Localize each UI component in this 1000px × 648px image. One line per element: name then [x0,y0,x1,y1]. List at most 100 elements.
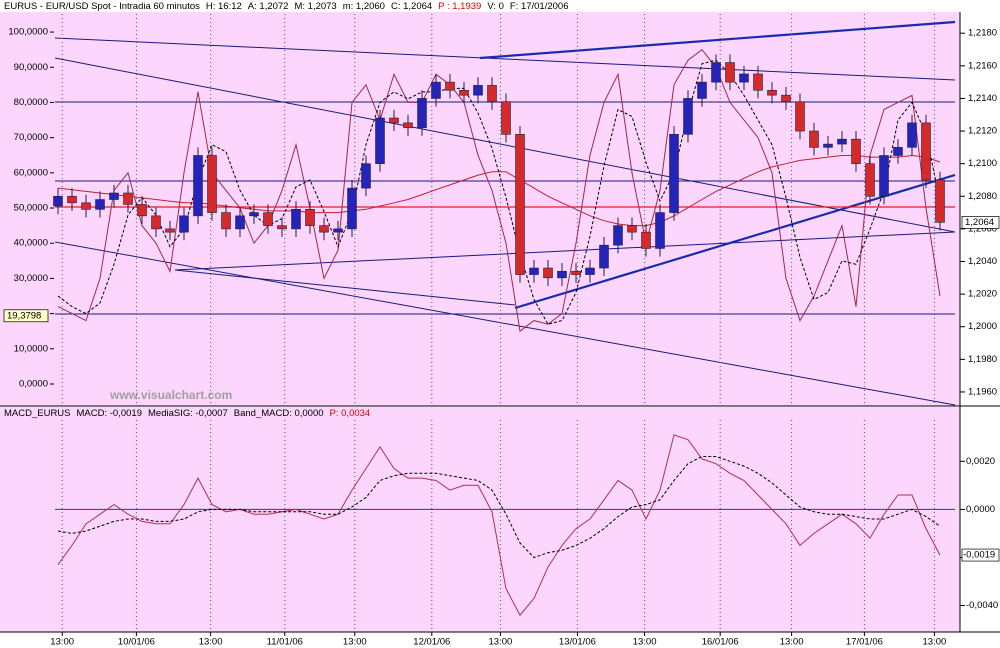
y2-tick-label: 60,0000 [14,167,48,178]
candle-body [655,212,665,249]
y-tick-label: 1,1960 [968,386,997,397]
candle-body [907,122,917,148]
candle-body [711,62,721,83]
candle-body [585,267,595,275]
candle-body [151,215,161,230]
y-tick-label: 1,2060 [968,223,997,234]
y-tick-label: 1,2160 [968,60,997,71]
x-tick-label: 16/01/06 [702,637,739,648]
x-tick-label: 13:00 [633,637,657,648]
y2-tick-label: 40,0000 [14,238,48,249]
trend-line [514,173,956,310]
x-tick-label: 13/01/06 [559,637,596,648]
value-box-label: 19,3798 [7,310,41,321]
candle-body [627,225,637,233]
value-box [961,548,1000,562]
candle-body [375,117,385,164]
value-box [961,216,1000,229]
candle-body [431,81,441,99]
candle-body [193,155,203,217]
trend-line [54,241,956,406]
candle-body [221,212,231,230]
header-stat: C: 1,2064 [391,1,432,12]
price-panel [0,12,960,406]
x-tick-label: 13:00 [489,637,513,648]
panel-header: EURUS - EUR/USD Spot - Intradia 60 minut… [4,1,569,12]
candle-body [935,179,945,223]
candle-body [319,225,329,233]
candle-body [809,130,819,148]
y2-tick-label: 30,0000 [14,273,48,284]
y-tick-label: 1,2120 [968,126,997,137]
trend-line [54,37,956,81]
candle-body [543,267,553,279]
header-stat: Band_MACD: 0,0000 [234,408,324,419]
candle-body [613,225,623,246]
candle-body [529,267,539,275]
candle-body [137,204,147,217]
trend-line [54,57,956,233]
candle-body [781,94,791,102]
header-stat: m: 1,2060 [343,1,385,12]
series-line [57,434,941,617]
candle-body [697,81,707,99]
candle-body [53,195,63,207]
trend-line [174,269,516,306]
y2-tick-label: 50,0000 [14,203,48,214]
header-title: EURUS - EUR/USD Spot - Intradia 60 minut… [4,1,200,12]
series-line [57,456,941,559]
header-stat: P : 1,1939 [438,1,481,12]
trend-line [479,20,956,60]
y-tick-label: 1,2020 [968,289,997,300]
candle-body [753,73,763,91]
trend-line [174,231,956,271]
y-tick-label: 1,1980 [968,354,997,365]
candle-body [767,89,777,96]
candle-body [347,187,357,230]
candle-body [389,117,399,124]
candle-body [599,244,609,269]
y-tick-label: 1,2040 [968,256,997,267]
y-tick-label: 0,0020 [966,456,995,467]
header-stat: A: 1,2072 [248,1,289,12]
candle-body [641,231,651,249]
y-tick-label: 1,2100 [968,158,997,169]
x-tick-label: 17/01/06 [846,637,883,648]
value-box-label: -0,0019 [963,550,995,561]
x-tick-label: 13:00 [199,637,223,648]
y2-tick-label: 90,0000 [14,62,48,73]
watermark: www.visualchart.com [109,388,232,402]
series-line [57,59,941,325]
candle-body [571,270,581,275]
header-stat: F: 17/01/2006 [510,1,569,12]
candle-body [207,155,217,213]
value-box [3,309,49,323]
panel-header: MACD_EURUS MACD: -0,0019 MediaSIG: -0,0007… [4,408,370,419]
macd-panel [0,407,960,632]
candle-body [851,138,861,164]
candle-body [459,89,469,96]
candle-body [893,147,903,156]
series-line [57,49,941,333]
candle-body [67,195,77,204]
candle-body [305,209,315,226]
y2-tick-label: 70,0000 [14,132,48,143]
header-stat: MACD: -0,0019 [77,408,142,419]
candle-body [291,209,301,230]
candle-body [417,98,427,129]
candle-body [123,192,133,205]
y2-tick-label: 10,0000 [14,343,48,354]
candle-body [81,202,91,210]
candle-body [249,212,259,217]
candle-body [739,73,749,83]
candle-body [361,163,371,189]
candle-body [333,228,343,233]
candle-body [865,163,875,197]
y2-tick-label: 80,0000 [14,97,48,108]
y-tick-label: -0,0040 [966,600,998,611]
candle-body [445,81,455,91]
candle-body [557,270,567,279]
header-stat: P: 0,0034 [330,408,371,419]
header-title: MACD_EURUS [4,408,71,419]
